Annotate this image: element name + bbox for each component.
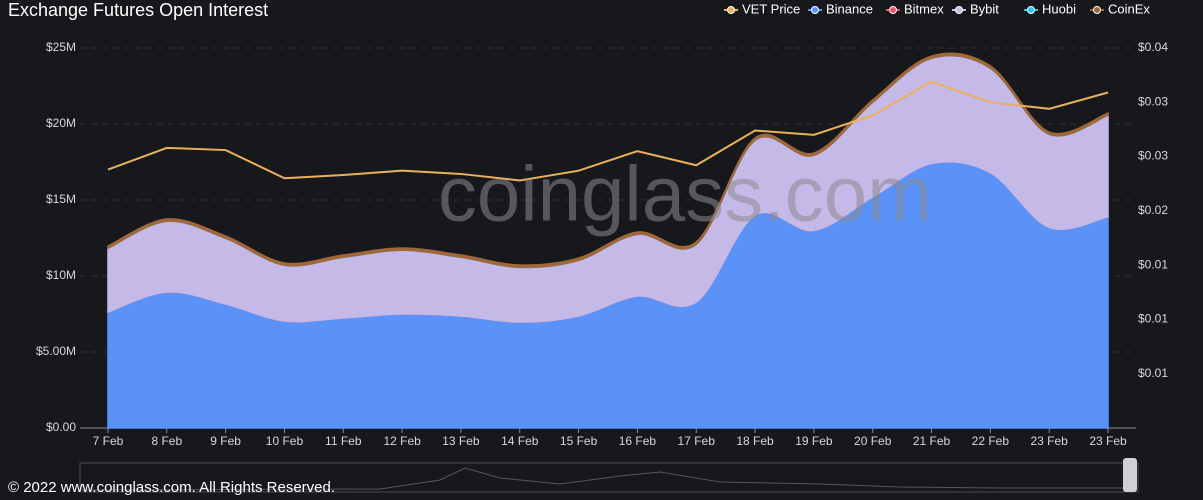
x-tick-label: 16 Feb <box>619 434 657 448</box>
legend-item[interactable]: CoinEx <box>1090 1 1150 16</box>
y-tick-label: $0.00 <box>46 420 76 434</box>
chart-title: Exchange Futures Open Interest <box>8 0 268 20</box>
legend-label: CoinEx <box>1108 1 1150 16</box>
y-tick-label: $5.00M <box>36 344 76 358</box>
x-tick-label: 13 Feb <box>442 434 480 448</box>
x-tick-label: 23 Feb <box>1089 434 1127 448</box>
plot-area: $0.00 $5.00M $10M $15M $20M $25M $0.01 $0.01 $0.… <box>36 40 1168 448</box>
legend-item[interactable]: Binance <box>808 1 873 16</box>
y2-tick-label: $0.03 <box>1138 149 1168 163</box>
legend-swatch <box>811 6 819 14</box>
legend-item[interactable]: Huobi <box>1024 1 1076 16</box>
legend-item[interactable]: Bybit <box>952 1 999 16</box>
x-tick-label: 20 Feb <box>854 434 892 448</box>
x-tick-label: 11 Feb <box>325 434 362 448</box>
legend-label: Bitmex <box>904 1 944 16</box>
x-tick-label: 14 Feb <box>501 434 539 448</box>
slider-handle[interactable] <box>1123 458 1137 492</box>
x-tick-label: 18 Feb <box>736 434 774 448</box>
y-tick-label: $20M <box>46 116 76 130</box>
legend-swatch <box>1027 6 1035 14</box>
y2-tick-label: $0.02 <box>1138 203 1168 217</box>
copyright: © 2022 www.coinglass.com. All Rights Res… <box>8 479 335 496</box>
legend-swatch <box>955 6 963 14</box>
y2-tick-label: $0.01 <box>1138 257 1168 271</box>
x-tick-label: 9 Feb <box>210 434 241 448</box>
y2-tick-label: $0.01 <box>1138 366 1168 380</box>
slider-preview <box>79 467 1138 491</box>
y2-tick-label: $0.03 <box>1138 94 1168 108</box>
legend-item[interactable]: Bitmex <box>886 1 944 16</box>
legend-swatch <box>1093 6 1101 14</box>
y2-tick-label: $0.04 <box>1138 40 1168 54</box>
x-tick-label: 8 Feb <box>151 434 182 448</box>
legend-swatch <box>889 6 897 14</box>
slider-track[interactable] <box>79 462 1139 493</box>
legend-label: Bybit <box>970 1 999 16</box>
x-tick-label: 7 Feb <box>93 434 124 448</box>
line-series <box>107 80 1109 182</box>
x-tick-label: 17 Feb <box>678 434 716 448</box>
y-tick-label: $25M <box>46 40 76 54</box>
y2-tick-label: $0.01 <box>1138 312 1168 326</box>
zoom-slider[interactable] <box>79 458 1139 493</box>
watermark: coinglass.com <box>438 150 932 238</box>
legend-label: Huobi <box>1042 1 1076 16</box>
legend-label: VET Price <box>742 1 800 16</box>
x-tick-label: 15 Feb <box>560 434 598 448</box>
x-tick-label: 22 Feb <box>972 434 1010 448</box>
y-tick-label: $10M <box>46 268 76 282</box>
y-tick-label: $15M <box>46 192 76 206</box>
x-tick-label: 21 Feb <box>913 434 951 448</box>
x-tick-label: 12 Feb <box>383 434 421 448</box>
legend-swatch <box>727 6 735 14</box>
x-tick-label: 23 Feb <box>1030 434 1068 448</box>
legend-item[interactable]: VET Price <box>724 1 800 16</box>
x-tick-label: 19 Feb <box>795 434 833 448</box>
legend-label: Binance <box>826 1 873 16</box>
area-series <box>107 52 1109 269</box>
x-tick-label: 10 Feb <box>266 434 304 448</box>
